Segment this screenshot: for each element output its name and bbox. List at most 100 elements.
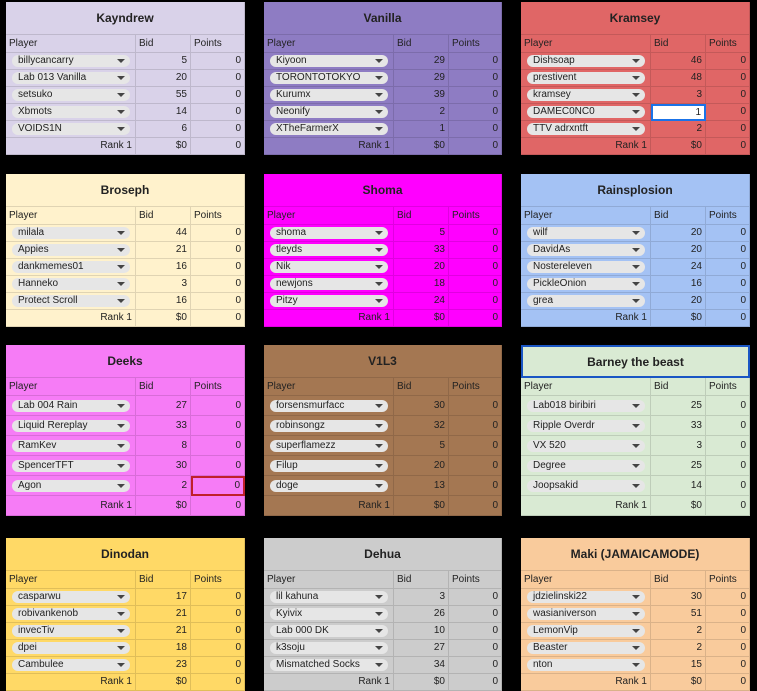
player-dropdown[interactable]: k3soju bbox=[270, 642, 388, 654]
player-dropdown[interactable]: LemonVip bbox=[527, 625, 645, 637]
points-cell[interactable]: 0 bbox=[449, 104, 502, 121]
points-cell[interactable]: 0 bbox=[449, 225, 502, 242]
points-cell[interactable]: 0 bbox=[191, 396, 245, 416]
bid-cell[interactable]: 2 bbox=[394, 104, 449, 121]
player-dropdown[interactable]: newjons bbox=[270, 278, 388, 290]
player-dropdown[interactable]: VX 520 bbox=[527, 439, 645, 452]
bid-cell[interactable]: 2 bbox=[651, 121, 706, 138]
points-cell[interactable]: 0 bbox=[706, 121, 750, 138]
bid-cell[interactable]: 5 bbox=[394, 436, 449, 456]
points-cell[interactable]: 0 bbox=[191, 456, 245, 476]
player-dropdown[interactable]: Lab018 biribiri bbox=[527, 399, 645, 412]
points-cell[interactable]: 0 bbox=[706, 53, 750, 70]
bid-cell[interactable]: 6 bbox=[136, 121, 191, 138]
bid-cell[interactable]: 15 bbox=[651, 657, 706, 674]
bid-cell[interactable]: 27 bbox=[136, 396, 191, 416]
points-cell[interactable]: 0 bbox=[191, 121, 245, 138]
bid-cell[interactable]: 30 bbox=[651, 589, 706, 606]
points-cell[interactable]: 0 bbox=[449, 606, 502, 623]
points-cell[interactable]: 0 bbox=[449, 396, 502, 416]
points-cell[interactable]: 0 bbox=[449, 416, 502, 436]
points-cell[interactable]: 0 bbox=[191, 606, 245, 623]
player-dropdown[interactable]: shoma bbox=[270, 227, 388, 239]
points-cell[interactable]: 0 bbox=[706, 623, 750, 640]
player-dropdown[interactable]: Appies bbox=[12, 244, 130, 256]
player-dropdown[interactable]: dpei bbox=[12, 642, 130, 654]
bid-cell[interactable]: 33 bbox=[651, 416, 706, 436]
points-cell[interactable]: 0 bbox=[706, 225, 750, 242]
points-cell[interactable]: 0 bbox=[706, 276, 750, 293]
points-cell[interactable]: 0 bbox=[449, 121, 502, 138]
bid-cell[interactable]: 14 bbox=[651, 476, 706, 496]
bid-cell[interactable]: 20 bbox=[394, 456, 449, 476]
player-dropdown[interactable]: Degree bbox=[527, 459, 645, 472]
points-cell[interactable]: 0 bbox=[449, 276, 502, 293]
player-dropdown[interactable]: TORONTOTOKYO bbox=[270, 72, 388, 84]
player-dropdown[interactable]: billycancarry bbox=[12, 55, 130, 67]
points-cell[interactable]: 0 bbox=[191, 293, 245, 310]
bid-cell[interactable]: 32 bbox=[394, 416, 449, 436]
player-dropdown[interactable]: nton bbox=[527, 659, 645, 671]
bid-cell[interactable]: 30 bbox=[394, 396, 449, 416]
player-dropdown[interactable]: robinsongz bbox=[270, 419, 388, 432]
bid-cell[interactable]: 2 bbox=[651, 623, 706, 640]
bid-cell[interactable]: 25 bbox=[651, 396, 706, 416]
bid-cell[interactable]: 16 bbox=[651, 276, 706, 293]
points-cell[interactable]: 0 bbox=[706, 476, 750, 496]
bid-cell[interactable]: 2 bbox=[136, 476, 191, 496]
player-dropdown[interactable]: doge bbox=[270, 479, 388, 492]
bid-cell[interactable]: 14 bbox=[136, 104, 191, 121]
player-dropdown[interactable]: TTV adrxntft bbox=[527, 123, 645, 135]
points-cell[interactable]: 0 bbox=[706, 259, 750, 276]
points-cell[interactable]: 0 bbox=[449, 242, 502, 259]
points-cell[interactable]: 0 bbox=[191, 53, 245, 70]
bid-cell[interactable]: 24 bbox=[394, 293, 449, 310]
bid-cell[interactable]: 3 bbox=[651, 87, 706, 104]
player-dropdown[interactable]: Filup bbox=[270, 459, 388, 472]
bid-cell[interactable]: 20 bbox=[394, 259, 449, 276]
points-cell[interactable]: 0 bbox=[706, 70, 750, 87]
points-cell[interactable]: 0 bbox=[191, 640, 245, 657]
player-dropdown[interactable]: Lab 004 Rain bbox=[12, 399, 130, 412]
player-dropdown[interactable]: Beaster bbox=[527, 642, 645, 654]
bid-cell[interactable]: 1 bbox=[651, 104, 706, 121]
player-dropdown[interactable]: jdzielinski22 bbox=[527, 591, 645, 603]
points-cell[interactable]: 0 bbox=[706, 242, 750, 259]
player-dropdown[interactable]: Pitzy bbox=[270, 295, 388, 307]
player-dropdown[interactable]: invecTiv bbox=[12, 625, 130, 637]
bid-cell[interactable]: 46 bbox=[651, 53, 706, 70]
points-cell[interactable]: 0 bbox=[449, 640, 502, 657]
points-cell[interactable]: 0 bbox=[191, 259, 245, 276]
points-cell[interactable]: 0 bbox=[191, 476, 245, 496]
bid-cell[interactable]: 20 bbox=[651, 225, 706, 242]
bid-cell[interactable]: 1 bbox=[394, 121, 449, 138]
player-dropdown[interactable]: Mismatched Socks bbox=[270, 659, 388, 671]
points-cell[interactable]: 0 bbox=[706, 456, 750, 476]
player-dropdown[interactable]: grea bbox=[527, 295, 645, 307]
player-dropdown[interactable]: Kyivix bbox=[270, 608, 388, 620]
player-dropdown[interactable]: Kiyoon bbox=[270, 55, 388, 67]
player-dropdown[interactable]: Nostereleven bbox=[527, 261, 645, 273]
player-dropdown[interactable]: RamKev bbox=[12, 439, 130, 452]
bid-cell[interactable]: 29 bbox=[394, 53, 449, 70]
player-dropdown[interactable]: XTheFarmerX bbox=[270, 123, 388, 135]
player-dropdown[interactable]: Lab 000 DK bbox=[270, 625, 388, 637]
player-dropdown[interactable]: DavidAs bbox=[527, 244, 645, 256]
points-cell[interactable]: 0 bbox=[449, 293, 502, 310]
player-dropdown[interactable]: casparwu bbox=[12, 591, 130, 603]
bid-cell[interactable]: 44 bbox=[136, 225, 191, 242]
bid-cell[interactable]: 33 bbox=[394, 242, 449, 259]
points-cell[interactable]: 0 bbox=[706, 396, 750, 416]
points-cell[interactable]: 0 bbox=[449, 657, 502, 674]
player-dropdown[interactable]: Xbmots bbox=[12, 106, 130, 118]
bid-cell[interactable]: 16 bbox=[136, 259, 191, 276]
player-dropdown[interactable]: kramsey bbox=[527, 89, 645, 101]
bid-cell[interactable]: 20 bbox=[651, 242, 706, 259]
bid-cell[interactable]: 5 bbox=[136, 53, 191, 70]
bid-cell[interactable]: 16 bbox=[136, 293, 191, 310]
bid-cell[interactable]: 20 bbox=[136, 70, 191, 87]
bid-cell[interactable]: 33 bbox=[136, 416, 191, 436]
bid-cell[interactable]: 18 bbox=[394, 276, 449, 293]
bid-cell[interactable]: 21 bbox=[136, 623, 191, 640]
player-dropdown[interactable]: milala bbox=[12, 227, 130, 239]
